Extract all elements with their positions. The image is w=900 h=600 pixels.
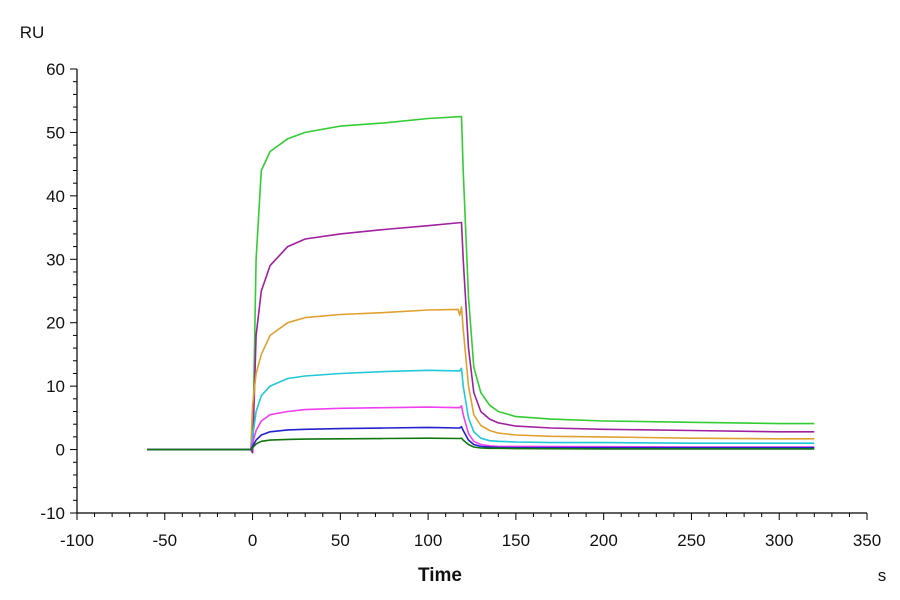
y-tick-label: 50 — [46, 123, 65, 142]
y-axis: -10 0 10 20 30 40 50 60 — [40, 60, 78, 523]
x-axis: -100 -50 0 50 100 150 200 250 300 350 — [60, 512, 881, 550]
series-line-2 — [147, 221, 815, 454]
y-tick-label: 0 — [56, 441, 65, 460]
x-tick-label: 350 — [853, 531, 881, 550]
series-line-6 — [147, 425, 815, 451]
x-tick-label: -100 — [60, 531, 94, 550]
x-axis-unit: s — [878, 566, 887, 585]
x-axis-title: Time — [418, 565, 462, 586]
y-axis-unit: RU — [20, 23, 45, 42]
x-tick-label: 200 — [589, 531, 617, 550]
series-line-5 — [147, 404, 815, 451]
y-tick-label: 60 — [46, 60, 65, 79]
x-tick-label: 50 — [331, 531, 350, 550]
y-tick-label: 30 — [46, 250, 65, 269]
x-tick-label: 0 — [248, 531, 257, 550]
series-line-3 — [147, 306, 815, 451]
plot-area — [147, 115, 815, 454]
y-tick-label: -10 — [40, 504, 65, 523]
x-tick-label: 300 — [765, 531, 793, 550]
y-tick-label: 20 — [46, 314, 65, 333]
y-tick-label: 10 — [46, 377, 65, 396]
y-tick-label: 40 — [46, 187, 65, 206]
x-tick-label: 250 — [677, 531, 705, 550]
x-tick-label: 100 — [414, 531, 442, 550]
x-tick-label: -50 — [152, 531, 177, 550]
series-line-1 — [147, 115, 815, 454]
x-tick-label: 150 — [502, 531, 530, 550]
series-line-7 — [147, 437, 815, 451]
series-line-4 — [147, 367, 815, 451]
